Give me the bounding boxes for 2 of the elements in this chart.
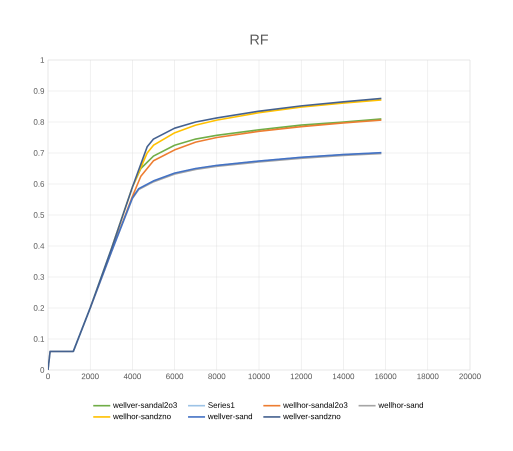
chart-title: RF: [250, 34, 268, 44]
line-series: [48, 98, 382, 370]
